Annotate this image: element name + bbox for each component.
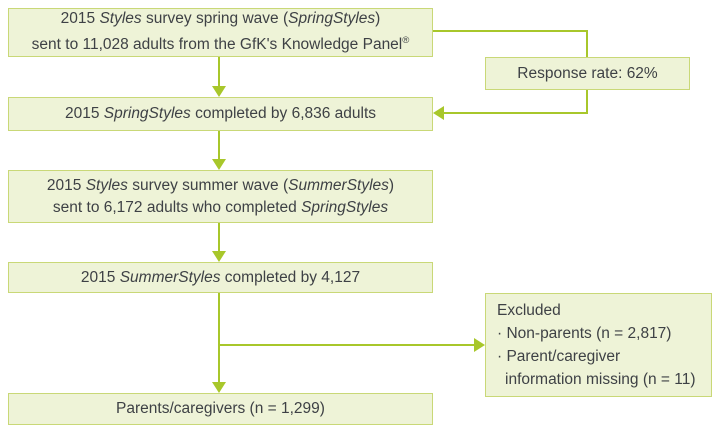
box-response-rate: Response rate: 62% [485, 57, 690, 90]
text-line: 2015 Styles survey summer wave (SummerSt… [46, 176, 395, 194]
text-line: Response rate: 62% [517, 64, 658, 82]
arrow-left-icon [433, 106, 444, 120]
box-parents-caregivers: Parents/caregivers (n = 1,299) [8, 393, 433, 425]
text-line: Excluded [497, 302, 561, 319]
text-line: sent to 11,028 adults from the GfK's Kno… [31, 35, 410, 54]
arrow-down-icon [212, 159, 226, 170]
arrow-down-icon [212, 251, 226, 262]
arrow-right-icon [474, 338, 485, 352]
text-line: Parents/caregivers (n = 1,299) [116, 400, 325, 417]
arrow-down-icon [212, 382, 226, 393]
box-summerstyles-completed: 2015 SummerStyles completed by 4,127 [8, 262, 433, 293]
box-summerstyles-sent: 2015 Styles survey summer wave (SummerSt… [8, 170, 433, 223]
text-line: · Non-parents (n = 2,817) [497, 325, 672, 342]
text-line: 2015 SummerStyles completed by 4,127 [80, 268, 361, 286]
text-line: information missing (n = 11) [505, 371, 696, 388]
text-line: 2015 SpringStyles completed by 6,836 adu… [64, 105, 377, 122]
arrow-down-icon [212, 86, 226, 97]
text-line: 2015 Styles survey spring wave (SpringSt… [60, 10, 381, 28]
box-excluded: Excluded · Non-parents (n = 2,817) · Paren… [485, 293, 712, 397]
text-line: · Parent/caregiver [497, 348, 621, 365]
box-springstyles-completed: 2015 SpringStyles completed by 6,836 adu… [8, 97, 433, 131]
text-line: sent to 6,172 adults who completed Sprin… [52, 198, 389, 216]
box-springstyles-sent: 2015 Styles survey spring wave (SpringSt… [8, 8, 433, 57]
